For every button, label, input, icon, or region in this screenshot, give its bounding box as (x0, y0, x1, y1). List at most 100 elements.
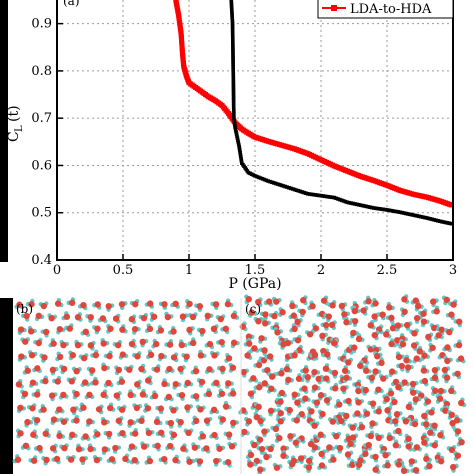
oxygen-atom (128, 316, 136, 323)
y-axis-label-paren: (t) (6, 105, 22, 122)
oxygen-atom (448, 311, 455, 318)
data-point (424, 216, 429, 220)
oxygen-atom (269, 373, 276, 380)
oxygen-atom (35, 339, 42, 347)
series-lda-to-hda (173, 0, 454, 208)
oxygen-atom (383, 331, 390, 338)
oxygen-atom (17, 326, 25, 333)
oxygen-atom (378, 359, 385, 367)
oxygen-atom (305, 457, 313, 465)
oxygen-atom (380, 375, 387, 382)
oxygen-atom (153, 418, 161, 426)
x-tick-label: 1.5 (245, 263, 266, 278)
oxygen-atom (297, 455, 305, 462)
oxygen-atom (395, 427, 402, 435)
oxygen-atom (189, 313, 197, 321)
y-tick-label: 0.7 (31, 111, 52, 126)
data-point (336, 197, 340, 201)
data-point (230, 17, 235, 22)
oxygen-atom (210, 325, 218, 333)
oxygen-atom (30, 431, 37, 438)
oxygen-atom (421, 377, 429, 385)
oxygen-atom (351, 307, 358, 315)
oxygen-atom (273, 298, 280, 305)
oxygen-atom (15, 381, 23, 388)
oxygen-atom (405, 443, 412, 450)
oxygen-atom (389, 325, 397, 332)
oxygen-atom (218, 338, 225, 346)
oxygen-atom (313, 399, 321, 406)
oxygen-atom (326, 444, 333, 451)
oxygen-atom (48, 392, 56, 399)
oxygen-atom (197, 352, 205, 359)
oxygen-atom (388, 314, 395, 322)
oxygen-atom (205, 390, 213, 398)
oxygen-atom (345, 359, 352, 366)
oxygen-atom (427, 429, 434, 436)
oxygen-atom (403, 357, 410, 364)
oxygen-atom (426, 463, 433, 470)
oxygen-atom (172, 380, 179, 388)
panel-label-a: (a) (63, 0, 80, 8)
data-point (236, 138, 240, 143)
data-point (390, 209, 395, 213)
oxygen-atom (411, 330, 418, 337)
oxygen-atom (262, 311, 269, 318)
oxygen-atom (318, 462, 326, 469)
oxygen-atom (309, 302, 316, 310)
data-point (417, 214, 421, 219)
oxygen-atom (73, 417, 80, 424)
oxygen-atom (329, 302, 336, 309)
data-point (237, 146, 242, 151)
oxygen-atom (371, 331, 378, 339)
data-point (402, 211, 406, 215)
data-point (264, 178, 269, 183)
oxygen-atom (294, 399, 301, 406)
oxygen-atom (400, 467, 408, 474)
oxygen-atom (56, 353, 64, 361)
oxygen-atom (87, 314, 95, 321)
data-point (230, 23, 235, 28)
oxygen-atom (66, 325, 74, 332)
data-point (231, 66, 235, 71)
oxygen-atom (40, 406, 47, 413)
oxygen-atom (147, 351, 155, 359)
oxygen-atom (54, 378, 61, 385)
oxygen-atom (24, 418, 31, 426)
oxygen-atom (271, 312, 278, 320)
data-point (238, 148, 242, 153)
data-point (231, 62, 235, 67)
oxygen-atom (323, 375, 330, 382)
chart-panel-a: 0 0.5 1 1.5 2 2.5 3 0.4 0.5 0.6 0.7 0.8 0.9 P (GPa)… (6, 0, 457, 292)
oxygen-atom (458, 399, 465, 407)
oxygen-atom (154, 442, 161, 450)
oxygen-atom (139, 391, 147, 398)
oxygen-atom (405, 403, 413, 411)
oxygen-atom (258, 445, 266, 453)
oxygen-atom (183, 353, 190, 360)
oxygen-atom (161, 301, 168, 308)
oxygen-atom (444, 344, 451, 351)
data-point (231, 64, 235, 69)
data-point (230, 11, 234, 15)
oxygen-atom (184, 379, 191, 387)
legend-box (317, 0, 454, 19)
oxygen-atom (305, 464, 313, 471)
oxygen-atom (448, 411, 456, 419)
oxygen-atom (126, 366, 133, 373)
oxygen-atom (108, 456, 116, 463)
oxygen-atom (255, 361, 263, 369)
oxygen-atom (228, 443, 236, 450)
oxygen-atom (113, 392, 121, 399)
oxygen-atom (192, 417, 200, 425)
oxygen-atom (299, 308, 306, 316)
oxygen-atom (457, 355, 465, 362)
data-point (279, 183, 284, 188)
oxygen-atom (99, 315, 107, 322)
oxygen-atom (48, 315, 55, 322)
oxygen-atom (53, 455, 61, 463)
oxygen-atom (286, 406, 293, 414)
data-point (238, 153, 243, 157)
oxygen-atom (268, 385, 275, 392)
x-tick-label: 2.5 (377, 263, 398, 278)
